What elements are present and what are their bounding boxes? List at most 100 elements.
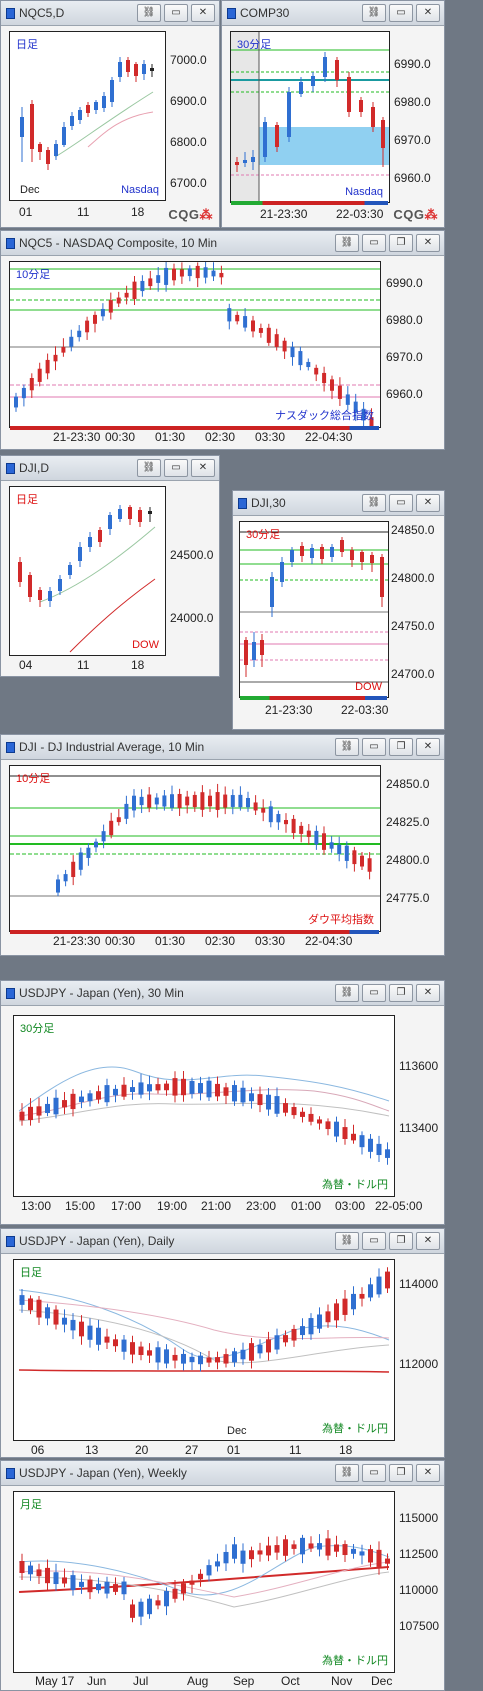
candle-body: [359, 1293, 365, 1299]
close-icon[interactable]: ✕: [416, 738, 440, 756]
candle-body: [227, 308, 232, 322]
candle-body: [282, 340, 287, 352]
y-tick: 6960.0: [386, 387, 423, 401]
title-bar[interactable]: COMP30 ⛓ ▭ ✕: [222, 1, 444, 26]
minimize-icon[interactable]: ▭: [362, 738, 386, 756]
minimize-icon[interactable]: ▭: [362, 1464, 386, 1482]
chart-icon: [6, 1236, 15, 1247]
window-dji-10min[interactable]: DJI - DJ Industrial Average, 10 Min ⛓ ▭ …: [0, 734, 445, 956]
candle-body: [77, 330, 82, 338]
close-icon[interactable]: ✕: [416, 234, 440, 252]
restore-icon[interactable]: ❐: [389, 1464, 413, 1482]
close-icon[interactable]: ✕: [191, 4, 215, 22]
link-icon[interactable]: ⛓: [362, 4, 386, 22]
window-dji-30min[interactable]: DJI,30 ⛓ ▭ ✕: [232, 490, 445, 730]
link-icon[interactable]: ⛓: [335, 738, 359, 756]
title-bar[interactable]: USDJPY - Japan (Yen), 30 Min ⛓ ▭ ❐ ✕: [1, 981, 444, 1006]
candle-body: [172, 1354, 178, 1361]
candle-body: [337, 844, 342, 855]
window-dji-daily[interactable]: DJI,D ⛓ ▭ ✕ 日足 DOW 24500.0 24: [0, 455, 220, 677]
close-icon[interactable]: ✕: [416, 1232, 440, 1250]
candle-body: [172, 268, 176, 281]
chart-plot[interactable]: 10分足 ナスダック総合指数: [9, 261, 381, 428]
title-bar[interactable]: DJI,30 ⛓ ▭ ✕: [233, 491, 444, 516]
candle-body: [342, 1298, 348, 1315]
candle-body: [257, 1550, 263, 1555]
link-icon[interactable]: ⛓: [335, 1232, 359, 1250]
chart-plot[interactable]: 10分足 ダウ平均指数: [9, 765, 381, 932]
close-icon[interactable]: ✕: [191, 459, 215, 477]
window-title: DJI - DJ Industrial Average, 10 Min: [19, 740, 205, 754]
title-bar[interactable]: NQC5 - NASDAQ Composite, 10 Min ⛓ ▭ ❐ ✕: [1, 231, 444, 256]
candle-body: [283, 1103, 288, 1113]
minimize-icon[interactable]: ▭: [389, 494, 413, 512]
close-icon[interactable]: ✕: [416, 4, 440, 22]
candle-body: [317, 1543, 322, 1550]
restore-icon[interactable]: ❐: [389, 984, 413, 1002]
candle-body: [53, 354, 58, 362]
candle-body: [306, 361, 311, 368]
window-usdjpy-daily[interactable]: USDJPY - Japan (Yen), Daily ⛓ ▭ ❐ ✕ 日足 D…: [0, 1228, 445, 1458]
window-usdjpy-30min[interactable]: USDJPY - Japan (Yen), 30 Min ⛓ ▭ ❐ ✕ 30分…: [0, 980, 445, 1225]
link-icon[interactable]: ⛓: [137, 4, 161, 22]
candle-body: [322, 833, 326, 850]
chart-plot[interactable]: 月足 為替・ドル円: [13, 1491, 395, 1673]
link-icon[interactable]: ⛓: [335, 1464, 359, 1482]
candle-body: [246, 797, 250, 808]
minimize-icon[interactable]: ▭: [164, 459, 188, 477]
window-comp-30min[interactable]: COMP30 ⛓ ▭ ✕: [221, 0, 445, 228]
candle-body: [139, 796, 144, 806]
x-tick: 22-03:30: [336, 207, 384, 221]
restore-icon[interactable]: ❐: [389, 234, 413, 252]
link-icon[interactable]: ⛓: [137, 459, 161, 477]
minimize-icon[interactable]: ▭: [362, 984, 386, 1002]
chart-plot[interactable]: 日足 Dec Nasdaq: [9, 31, 166, 201]
restore-icon[interactable]: ❐: [389, 738, 413, 756]
candle-body: [352, 850, 357, 865]
candle-body: [172, 1588, 178, 1599]
window-usdjpy-weekly[interactable]: USDJPY - Japan (Yen), Weekly ⛓ ▭ ❐ ✕ 月足 …: [0, 1460, 445, 1691]
window-nqc5-10min[interactable]: NQC5 - NASDAQ Composite, 10 Min ⛓ ▭ ❐ ✕ …: [0, 230, 445, 450]
candle-body: [56, 879, 60, 893]
x-tick: Jul: [133, 1674, 149, 1688]
window-title: COMP30: [240, 6, 290, 20]
chart-plot[interactable]: 日足 Dec 為替・ドル円: [13, 1259, 395, 1441]
candle-body: [385, 1558, 390, 1564]
title-bar[interactable]: NQC5,D ⛓ ▭ ✕: [1, 1, 219, 26]
close-icon[interactable]: ✕: [416, 494, 440, 512]
candle-body: [359, 1135, 365, 1148]
chart-plot[interactable]: 30分足 DOW: [239, 521, 389, 698]
x-tick: 19:00: [157, 1199, 188, 1213]
chart-plot[interactable]: 30分足 Nasdaq: [230, 31, 390, 203]
title-bar[interactable]: DJI,D ⛓ ▭ ✕: [1, 456, 219, 481]
minimize-icon[interactable]: ▭: [362, 234, 386, 252]
minimize-icon[interactable]: ▭: [164, 4, 188, 22]
title-bar[interactable]: USDJPY - Japan (Yen), Daily ⛓ ▭ ❐ ✕: [1, 1229, 444, 1254]
chart-plot[interactable]: 30分足 為替・ドル円: [13, 1015, 395, 1197]
candle-body: [274, 1096, 280, 1114]
title-bar[interactable]: USDJPY - Japan (Yen), Weekly ⛓ ▭ ❐ ✕: [1, 1461, 444, 1486]
candle-body: [351, 1133, 356, 1141]
restore-icon[interactable]: ❐: [389, 1232, 413, 1250]
minimize-icon[interactable]: ▭: [362, 1232, 386, 1250]
y-tick: 110000: [399, 1583, 439, 1597]
close-icon[interactable]: ✕: [416, 1464, 440, 1482]
candle-body: [177, 793, 182, 809]
y-tick: 7000.0: [170, 53, 207, 67]
minimize-icon[interactable]: ▭: [389, 4, 413, 22]
link-icon[interactable]: ⛓: [335, 984, 359, 1002]
x-tick: Dec: [371, 1674, 393, 1688]
link-icon[interactable]: ⛓: [362, 494, 386, 512]
candle-body: [189, 1080, 195, 1094]
close-icon[interactable]: ✕: [416, 984, 440, 1002]
candle-body: [28, 1106, 33, 1121]
chart-plot[interactable]: 日足 DOW: [9, 486, 166, 656]
candle-body: [37, 368, 42, 382]
title-bar[interactable]: DJI - DJ Industrial Average, 10 Min ⛓ ▭ …: [1, 735, 444, 760]
candle-body: [62, 1577, 67, 1584]
candle-body: [308, 1543, 314, 1549]
link-icon[interactable]: ⛓: [335, 234, 359, 252]
symbol-label: Nasdaq: [121, 184, 159, 196]
window-nqc5-daily[interactable]: NQC5,D ⛓ ▭ ✕: [0, 0, 220, 228]
candle-body: [69, 336, 74, 347]
